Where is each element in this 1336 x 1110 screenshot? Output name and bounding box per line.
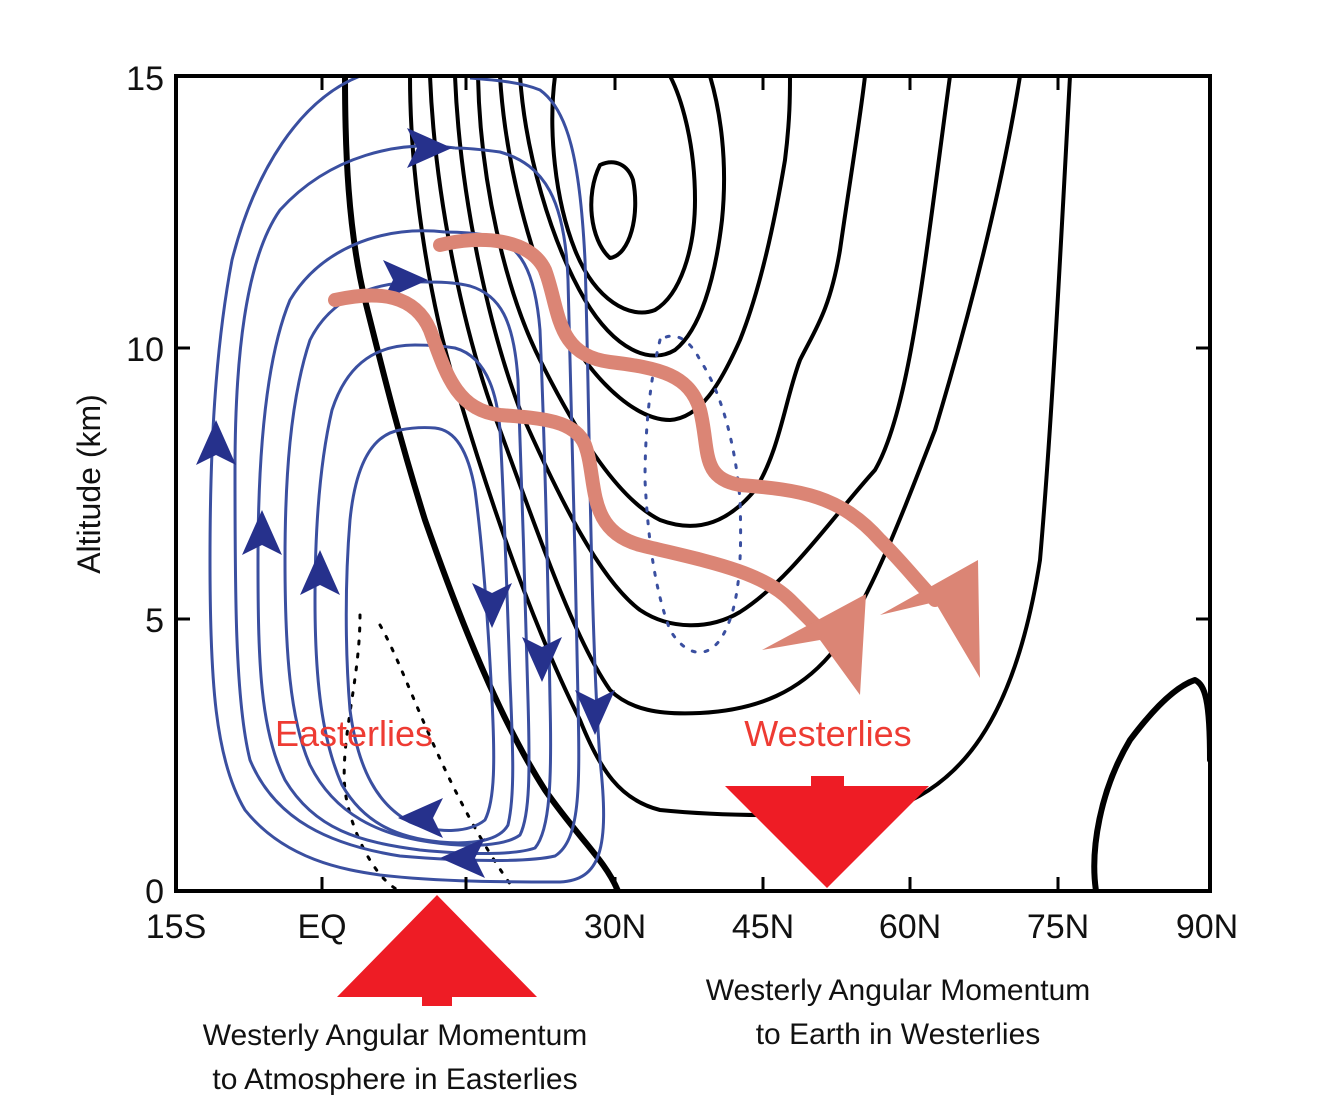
westerly-contour-3 bbox=[453, 76, 952, 628]
x-tick-label: 15S bbox=[146, 908, 207, 946]
plot-frame bbox=[174, 74, 1212, 893]
y-tick-label: 5 bbox=[145, 602, 164, 640]
y-axis-title: Altitude (km) bbox=[71, 394, 107, 574]
momentum-flux-path-upper bbox=[433, 232, 942, 607]
momentum-flux-arrowhead-lower bbox=[762, 594, 866, 695]
caption-easterlies-line2: to Atmosphere in Easterlies bbox=[212, 1063, 577, 1096]
upward-arrow-icon bbox=[196, 420, 236, 465]
x-tick-label: 75N bbox=[1027, 908, 1089, 946]
westerlies-label: Westerlies bbox=[744, 713, 911, 754]
westerly-contour-4 bbox=[476, 76, 867, 528]
westerly-wind-contours bbox=[408, 76, 1072, 818]
y-tick-label: 0 bbox=[145, 873, 164, 911]
momentum-flux-arrowhead-upper bbox=[880, 560, 980, 678]
x-axis-ticks bbox=[320, 76, 1060, 891]
x-tick-label: 30N bbox=[584, 908, 646, 946]
meridional-streamlines bbox=[208, 76, 606, 884]
westerly-contour-1 bbox=[408, 76, 1072, 818]
x-tick-label: 90N bbox=[1176, 908, 1238, 946]
y-axis-ticks bbox=[176, 346, 1210, 621]
angular-momentum-arrows bbox=[337, 776, 929, 1006]
x-tick-label: 60N bbox=[879, 908, 941, 946]
jet-core-contour bbox=[589, 160, 638, 260]
upward-arrow-icon bbox=[242, 510, 282, 555]
x-tick-label: EQ bbox=[297, 908, 346, 946]
streamline-6 bbox=[344, 426, 496, 832]
x-tick-labels: 15S EQ 30N 45N 60N 75N 90N bbox=[146, 908, 1238, 946]
momentum-flux-path-lower bbox=[328, 288, 832, 642]
y-tick-label: 15 bbox=[126, 60, 164, 98]
westward-arrow-icon bbox=[440, 838, 485, 878]
streamline-arrowheads bbox=[196, 128, 615, 878]
easterly-dotted-contour-nh bbox=[643, 334, 743, 654]
westward-arrow-icon bbox=[398, 798, 443, 838]
upward-arrow-icon bbox=[300, 550, 340, 595]
downward-arrow-icon bbox=[522, 637, 562, 682]
westerly-contour-6 bbox=[518, 76, 727, 358]
y-tick-labels: 0 5 10 15 bbox=[126, 60, 164, 911]
downward-arrow-icon bbox=[472, 583, 512, 628]
x-tick-label: 45N bbox=[732, 908, 794, 946]
zero-wind-contour-polar bbox=[1091, 677, 1210, 891]
y-tick-label: 10 bbox=[126, 331, 164, 369]
streamline-2 bbox=[233, 144, 581, 862]
zero-wind-contours bbox=[342, 76, 1210, 891]
streamline-1 bbox=[208, 76, 606, 884]
streamline-4 bbox=[283, 280, 531, 847]
upward-momentum-arrow-icon bbox=[337, 895, 537, 1006]
downward-arrow-icon bbox=[575, 690, 615, 735]
momentum-flux-arrows bbox=[328, 232, 980, 695]
easterlies-label: Easterlies bbox=[275, 713, 433, 754]
caption-westerlies-line1: Westerly Angular Momentum bbox=[706, 974, 1091, 1007]
eastward-arrow-icon bbox=[383, 260, 428, 300]
zero-wind-contour-tropics bbox=[342, 76, 621, 891]
easterly-dotted-contours bbox=[342, 334, 743, 891]
eastward-arrow-icon bbox=[407, 128, 452, 168]
streamline-3 bbox=[256, 229, 553, 856]
easterly-dotted-contour-tropics bbox=[342, 613, 517, 891]
westerly-contour-7 bbox=[550, 76, 697, 315]
downward-momentum-arrow-icon bbox=[725, 776, 929, 888]
captions: Westerly Angular Momentum to Atmosphere … bbox=[203, 974, 1091, 1096]
caption-westerlies-line2: to Earth in Westerlies bbox=[756, 1018, 1041, 1051]
caption-easterlies-line1: Westerly Angular Momentum bbox=[203, 1019, 588, 1052]
westerly-contour-2 bbox=[428, 76, 1022, 716]
